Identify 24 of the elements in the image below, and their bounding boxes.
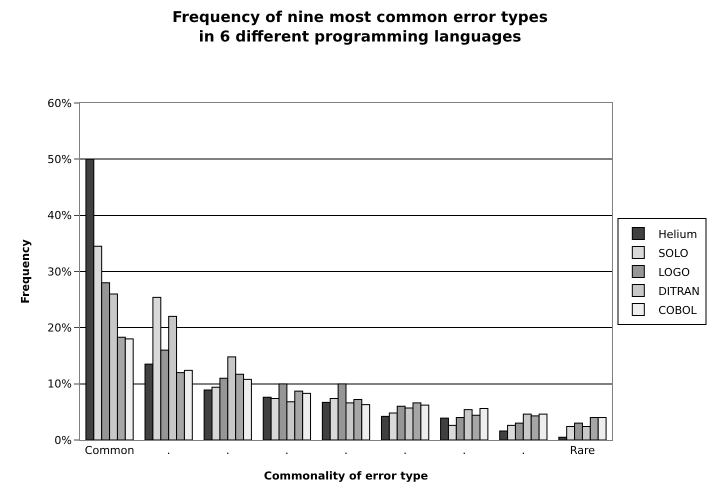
- x-tick-label: .: [285, 444, 289, 458]
- legend-label: DITRAN: [658, 284, 700, 298]
- x-tick-label: .: [462, 444, 466, 458]
- x-tick-label: .: [226, 444, 230, 458]
- y-tick-label: 40%: [47, 209, 72, 222]
- y-tick-label: 10%: [47, 378, 72, 391]
- legend-label: Helium: [658, 228, 698, 241]
- legend-label: LOGO: [658, 266, 690, 279]
- y-tick-label: 20%: [47, 322, 72, 335]
- y-tick-label: 50%: [47, 153, 72, 166]
- x-tick-label: .: [403, 444, 407, 458]
- y-tick-label: 30%: [47, 265, 72, 278]
- x-tick-label: .: [522, 444, 526, 458]
- x-tick-label: Common: [84, 444, 134, 458]
- y-tick-label: 60%: [47, 96, 72, 110]
- legend-label: COBOL: [658, 304, 698, 317]
- x-axis-title: Commonality of error type: [264, 469, 428, 482]
- legend-label: SOLO: [658, 246, 689, 260]
- x-tick-label: Rare: [570, 444, 596, 458]
- y-tick-label: 0%: [54, 434, 72, 447]
- x-tick-label: .: [344, 444, 348, 458]
- x-tick-label: .: [166, 444, 170, 458]
- chart-title: Frequency of nine most common error types in 6 different programming languages: [172, 8, 548, 46]
- y-axis-title: Frequency: [18, 239, 32, 304]
